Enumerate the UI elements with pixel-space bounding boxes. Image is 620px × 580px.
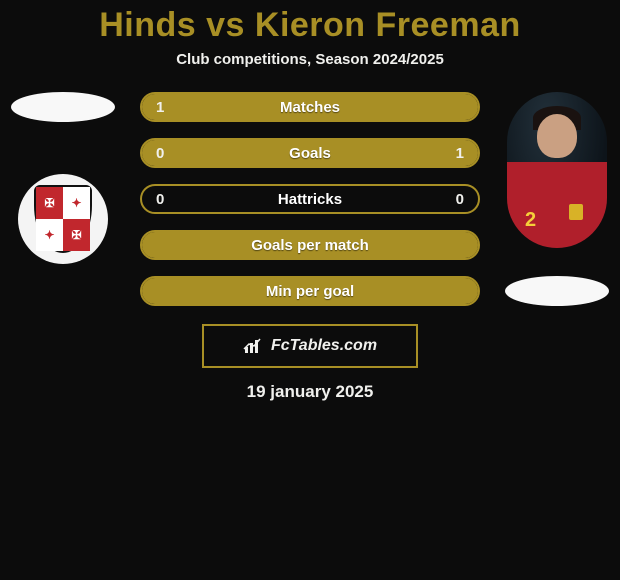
- comparison-area: ✠ ✦ ✦ ✠ 1Matches 01Goals 00Hattricks Goals …: [0, 92, 620, 306]
- bar-label: Hattricks: [142, 186, 478, 212]
- badge-q2: ✦: [63, 187, 90, 219]
- badge-shield: ✠ ✦ ✦ ✠: [34, 185, 92, 253]
- stat-bar: Min per goal: [140, 276, 480, 306]
- bar-chart-icon: [243, 337, 265, 355]
- stat-bar: 01Goals: [140, 138, 480, 168]
- left-player-club-badge: ✠ ✦ ✦ ✠: [18, 174, 108, 264]
- brand-text: FcTables.com: [271, 337, 377, 355]
- right-player-logo-placeholder: [505, 276, 609, 306]
- jersey-number: 2: [525, 209, 536, 232]
- bar-label: Goals: [142, 140, 478, 166]
- bar-label: Goals per match: [142, 232, 478, 258]
- generation-date: 19 january 2025: [0, 382, 620, 402]
- avatar-jersey: [507, 162, 607, 248]
- stat-bar: 1Matches: [140, 92, 480, 122]
- subtitle: Club competitions, Season 2024/2025: [0, 51, 620, 68]
- bar-label: Matches: [142, 94, 478, 120]
- left-player-col: ✠ ✦ ✦ ✠: [8, 92, 118, 264]
- badge-q3: ✦: [36, 219, 63, 251]
- badge-q4: ✠: [63, 219, 90, 251]
- avatar-head: [537, 114, 577, 158]
- brand-badge: FcTables.com: [202, 324, 418, 368]
- right-player-col: 2: [502, 92, 612, 306]
- bar-label: Min per goal: [142, 278, 478, 304]
- badge-q1: ✠: [36, 187, 63, 219]
- right-player-photo: 2: [507, 92, 607, 248]
- stat-bars: 1Matches 01Goals 00Hattricks Goals per matc…: [140, 92, 480, 306]
- left-player-logo-placeholder: [11, 92, 115, 122]
- stat-bar: Goals per match: [140, 230, 480, 260]
- page-title: Hinds vs Kieron Freeman: [0, 0, 620, 45]
- jersey-crest: [569, 204, 583, 220]
- stat-bar: 00Hattricks: [140, 184, 480, 214]
